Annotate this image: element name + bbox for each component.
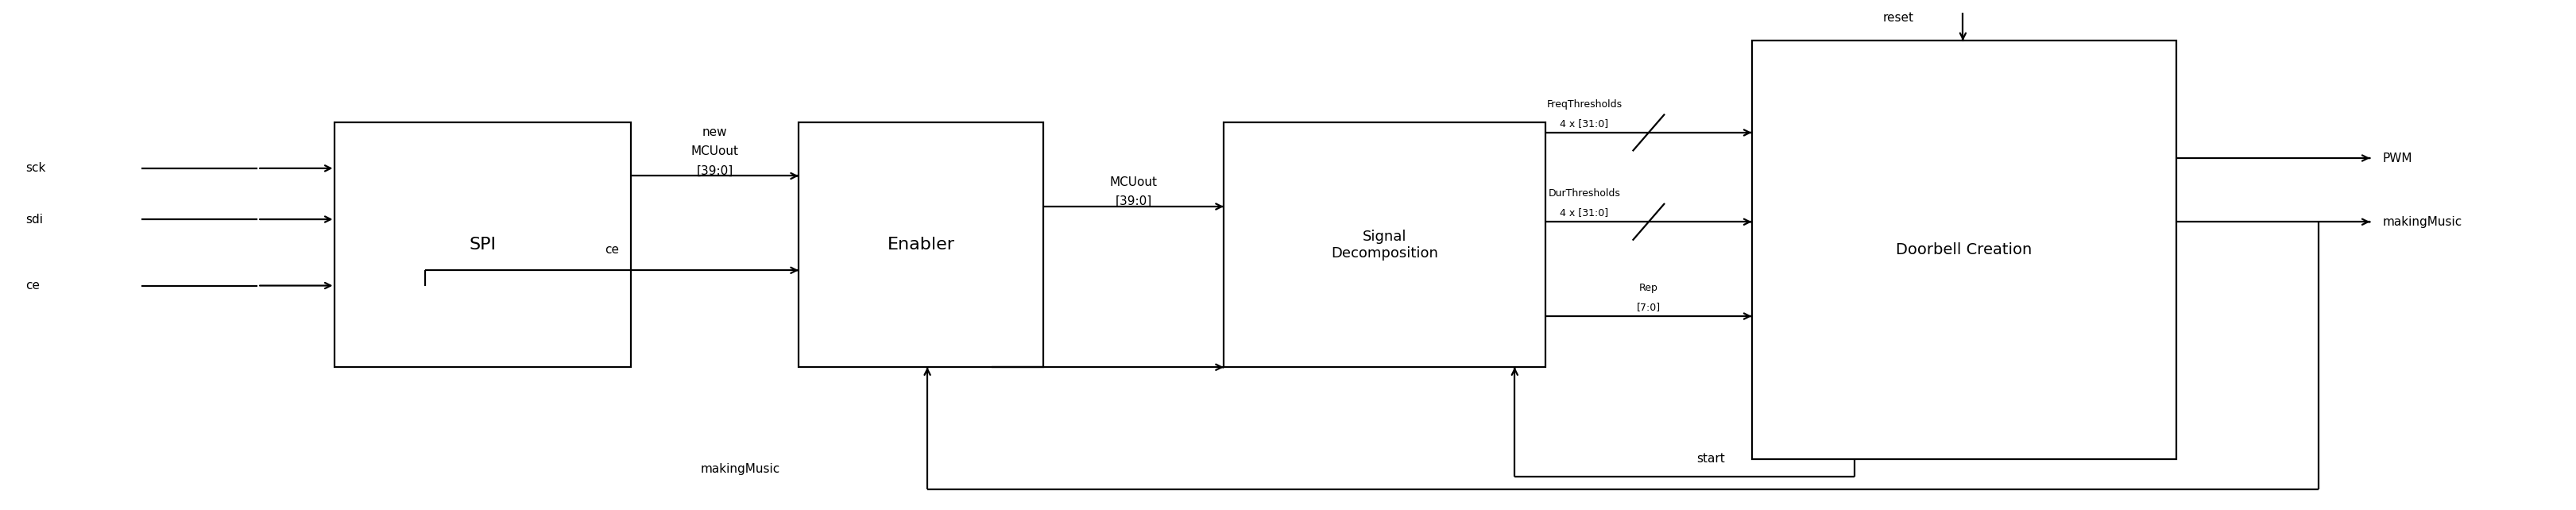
FancyBboxPatch shape — [1224, 122, 1546, 367]
Text: sdi: sdi — [26, 213, 44, 225]
Text: FreqThresholds: FreqThresholds — [1546, 99, 1623, 110]
Text: DurThresholds: DurThresholds — [1548, 189, 1620, 199]
Text: sck: sck — [26, 162, 46, 174]
Text: PWM: PWM — [2383, 152, 2414, 164]
FancyBboxPatch shape — [335, 122, 631, 367]
Text: Enabler: Enabler — [886, 237, 956, 253]
Text: SPI: SPI — [469, 237, 497, 253]
Text: MCUout: MCUout — [1110, 176, 1157, 188]
Text: Signal
Decomposition: Signal Decomposition — [1332, 230, 1437, 260]
Text: MCUout: MCUout — [690, 145, 739, 158]
FancyBboxPatch shape — [1752, 41, 2177, 459]
Text: start: start — [1695, 453, 1726, 465]
Text: Doorbell Creation: Doorbell Creation — [1896, 242, 2032, 258]
Text: makingMusic: makingMusic — [701, 463, 781, 475]
Text: Rep: Rep — [1638, 283, 1659, 293]
Text: 4 x [31:0]: 4 x [31:0] — [1561, 118, 1607, 129]
Text: new: new — [703, 126, 726, 139]
Text: makingMusic: makingMusic — [2383, 216, 2463, 228]
Text: [39:0]: [39:0] — [696, 165, 734, 177]
Text: ce: ce — [605, 244, 618, 256]
Text: [39:0]: [39:0] — [1115, 195, 1151, 208]
Text: [7:0]: [7:0] — [1636, 302, 1662, 312]
Text: ce: ce — [26, 279, 41, 292]
Text: reset: reset — [1883, 12, 1914, 24]
FancyBboxPatch shape — [799, 122, 1043, 367]
Text: 4 x [31:0]: 4 x [31:0] — [1561, 208, 1607, 218]
